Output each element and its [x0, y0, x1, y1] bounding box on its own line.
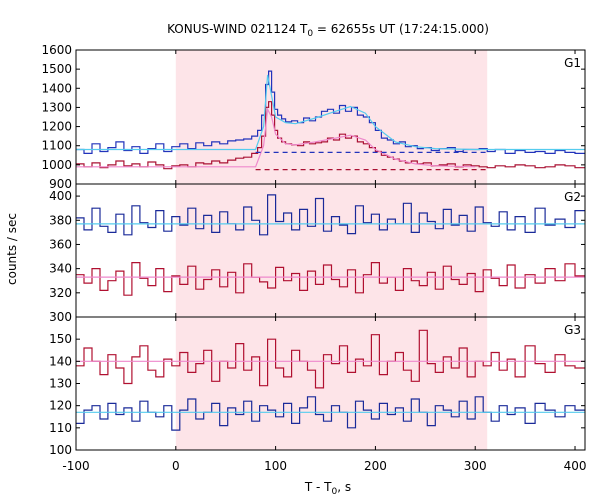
G1-ytick-label: 1500: [41, 62, 72, 76]
chart-title-subscript: 0: [307, 29, 313, 39]
G3-ytick-label: 110: [49, 421, 72, 435]
G2-ytick-label: 340: [49, 262, 72, 276]
G1-ytick-label: 1400: [41, 81, 72, 95]
chart-title-main: KONUS-WIND 021124 T: [167, 22, 308, 36]
xtick-label: 300: [464, 459, 487, 473]
G3-series-darkred-step: [76, 329, 585, 389]
burst-interval-shade-layer: [175, 50, 488, 450]
G1-ytick-label: 1200: [41, 120, 72, 134]
x-axis-label-rest: , s: [337, 480, 351, 494]
G1-ytick-label: 1100: [41, 139, 72, 153]
chart-title: KONUS-WIND 021124 T0 = 62655s UT (17:24:…: [167, 22, 489, 39]
xtick-label: 100: [264, 459, 287, 473]
x-axis-label-main: T - T: [304, 480, 332, 494]
xtick-label: -100: [62, 459, 89, 473]
G1-panel-label: G1: [564, 56, 581, 70]
G3-ytick-label: 140: [49, 354, 72, 368]
G1-ytick-label: 1000: [41, 158, 72, 172]
G1-ytick-label: 900: [49, 177, 72, 191]
series-layer: [76, 70, 585, 431]
G2-ytick-label: 380: [49, 213, 72, 227]
x-axis-label-subscript: 0: [332, 487, 338, 497]
burst-interval-shade: [175, 50, 488, 450]
G3-ytick-label: 100: [49, 443, 72, 457]
G1-series-lightblue-line: [76, 74, 585, 151]
y-axis-label: counts / sec: [5, 213, 19, 285]
xtick-label: 200: [364, 459, 387, 473]
xtick-label: 400: [564, 459, 587, 473]
G3-ytick-label: 150: [49, 332, 72, 346]
G3-ytick-label: 130: [49, 377, 72, 391]
G2-panel-label: G2: [564, 190, 581, 204]
G3-ytick-label: 120: [49, 399, 72, 413]
frame-layer: [75, 49, 586, 451]
G1-ytick-label: 1600: [41, 43, 72, 57]
G2-ytick-label: 360: [49, 237, 72, 251]
G1-ytick-label: 1300: [41, 100, 72, 114]
x-axis-label: T - T0, s: [304, 480, 351, 497]
G3-panel-label: G3: [564, 323, 581, 337]
G1-series-pink-line: [76, 107, 476, 168]
G2-ytick-label: 300: [49, 310, 72, 324]
G2-series-navy-step: [76, 194, 585, 236]
G3-frame: [75, 316, 586, 451]
G2-series-darkred-step: [76, 262, 585, 296]
xtick-label: 0: [172, 459, 180, 473]
text-layer: 9001000110012001300140015001600G13003203…: [41, 43, 586, 473]
chart-title-rest: = 62655s UT (17:24:15.000): [313, 22, 489, 36]
G2-ytick-label: 400: [49, 189, 72, 203]
G2-ytick-label: 320: [49, 286, 72, 300]
